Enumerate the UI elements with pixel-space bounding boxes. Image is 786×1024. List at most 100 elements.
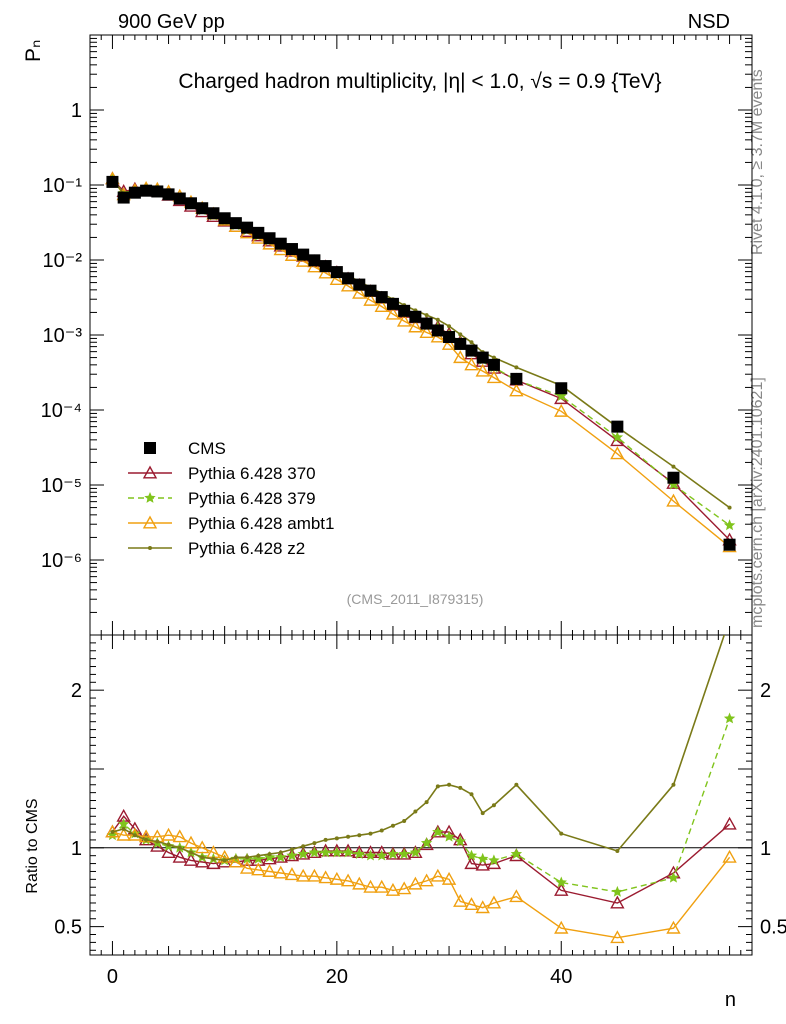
- ratio-point-ambt1-n32: [464, 897, 479, 911]
- ratio-line-p370: [111, 815, 731, 904]
- point-ambt1-n40: [554, 403, 569, 417]
- ratio-point-ambt1-n20: [329, 871, 345, 885]
- point-CMS-n45: [611, 420, 624, 433]
- ratio-point-ambt1-n19: [318, 870, 333, 884]
- point-z2-n30: [447, 324, 452, 329]
- point-CMS-n3: [140, 184, 153, 197]
- ratio-point-z2-n20: [334, 836, 339, 841]
- bottom-y-tick-label-right: 0.5: [760, 917, 786, 939]
- ratio-point-ambt1-n12: [239, 860, 255, 874]
- point-CMS-n8: [196, 202, 209, 215]
- ratio-point-p379-n34: [488, 854, 500, 866]
- point-CMS-n16: [285, 243, 298, 256]
- ratio-point-p379-n29: [432, 826, 444, 837]
- point-ambt1-n24: [374, 299, 389, 312]
- point-CMS-n25: [386, 297, 399, 310]
- rivet-label: Rivet 4.1.0, ≥ 3.7M events: [749, 69, 766, 255]
- legend-label-z2: Pythia 6.428 z2: [188, 539, 305, 558]
- ratio-point-z2-n34: [491, 803, 496, 808]
- point-z2-n55: [727, 505, 732, 510]
- point-CMS-n23: [364, 284, 377, 297]
- legend-marker-ambt1: [142, 515, 158, 529]
- ratio-point-ambt1-n24: [374, 879, 389, 893]
- ratio-point-p379-n24: [376, 849, 388, 861]
- ratio-point-ambt1-n45: [610, 930, 625, 944]
- ratio-point-p379-n13: [252, 852, 264, 864]
- ratio-point-ambt1-n31: [453, 893, 468, 907]
- point-CMS-n24: [375, 291, 388, 304]
- point-ambt1-n19: [318, 265, 333, 279]
- point-ambt1-n36: [509, 383, 524, 397]
- point-z2-n34: [491, 355, 496, 360]
- ratio-point-p379-n21: [342, 846, 354, 858]
- ratio-point-z2-n11: [233, 855, 238, 860]
- ratio-point-p379-n18: [308, 846, 321, 858]
- point-CMS-n22: [353, 278, 366, 291]
- ratio-point-z2-n12: [245, 855, 250, 860]
- point-CMS-n13: [252, 226, 265, 239]
- ratio-point-z2-n8: [200, 855, 205, 860]
- point-CMS-n19: [319, 260, 332, 273]
- ratio-point-z2-n31: [458, 785, 463, 790]
- ratio-line-z2: [112, 635, 726, 862]
- ratio-point-p379-n45: [611, 885, 624, 897]
- point-CMS-n9: [207, 207, 220, 220]
- bottom-y-axis-label: Ratio to CMS: [24, 798, 41, 893]
- ratio-line-p379: [111, 718, 731, 893]
- main-panel: 10⁻⁶ 10⁻⁵ 10⁻⁴ 10⁻³ 10⁻² 10⁻¹ 1: [41, 34, 753, 636]
- ratio-point-ambt1-n16: [284, 867, 300, 881]
- ratio-point-p370-n12: [239, 852, 255, 866]
- ratio-point-z2-n5: [166, 842, 171, 847]
- top-y-tick-label: 10⁻⁵: [41, 475, 82, 497]
- point-ambt1-n30: [441, 336, 457, 350]
- ratio-point-ambt1-n55: [722, 849, 737, 863]
- ratio-point-ambt1-n25: [385, 882, 401, 896]
- ratio-point-ambt1-n23: [363, 879, 378, 893]
- ratio-point-p370-n28: [419, 837, 434, 851]
- point-CMS-n18: [308, 254, 321, 267]
- top-y-tick-label: 10⁻²: [43, 250, 83, 272]
- ratio-point-z2-n10: [222, 858, 227, 863]
- ratio-point-ambt1-n27: [408, 876, 423, 890]
- ratio-point-p379-n30: [443, 830, 455, 842]
- ratio-point-z2-n24: [379, 828, 384, 833]
- point-ambt1-n31: [453, 350, 468, 364]
- ratio-point-p370-n6: [172, 849, 187, 863]
- ratio-panel: 0 20 40 0.5 0.5 1 1 2 2: [54, 634, 786, 988]
- ratio-point-ambt1-n50: [666, 920, 681, 934]
- point-z2-n32: [469, 340, 474, 345]
- ratio-point-z2-n1: [121, 826, 126, 831]
- ratio-point-p370-n7: [183, 852, 199, 866]
- bottom-y-tick-label-right: 1: [760, 838, 771, 860]
- point-ambt1-n21: [340, 278, 356, 292]
- ratio-point-p370-n22: [352, 845, 367, 859]
- point-z2-n28: [424, 313, 429, 318]
- ratio-point-z2-n18: [312, 841, 317, 846]
- ratio-point-z2-n9: [211, 856, 216, 861]
- legend-marker-p379: [144, 492, 156, 503]
- ratio-point-z2-n16: [289, 847, 294, 852]
- point-CMS-n1: [117, 191, 130, 204]
- point-ambt1-n23: [363, 292, 378, 306]
- ratio-point-p370-n4: [150, 838, 165, 852]
- ratio-point-z2-n13: [256, 853, 261, 858]
- ratio-point-p379-n14: [263, 851, 276, 863]
- ratio-point-z2-n2: [132, 833, 137, 838]
- point-CMS-n55: [723, 538, 736, 551]
- ratio-point-z2-n25: [390, 823, 395, 828]
- ratio-point-p370-n19: [318, 843, 333, 857]
- ratio-point-z2-n32: [469, 792, 474, 797]
- point-CMS-n20: [330, 266, 343, 279]
- ratio-point-z2-n21: [346, 834, 351, 839]
- ratio-point-z2-n6: [177, 845, 182, 850]
- point-ambt1-n32: [464, 357, 479, 371]
- ratio-point-z2-n17: [301, 844, 306, 849]
- ratio-point-z2-n26: [402, 819, 407, 824]
- ratio-point-p379-n31: [454, 835, 466, 847]
- bottom-y-tick-label: 1: [71, 838, 82, 860]
- point-z2-n36: [514, 365, 519, 370]
- ratio-point-p379-n28: [420, 837, 433, 848]
- point-CMS-n12: [241, 221, 254, 234]
- ratio-point-z2-n0: [110, 830, 115, 835]
- top-y-tick-label: 1: [71, 100, 82, 122]
